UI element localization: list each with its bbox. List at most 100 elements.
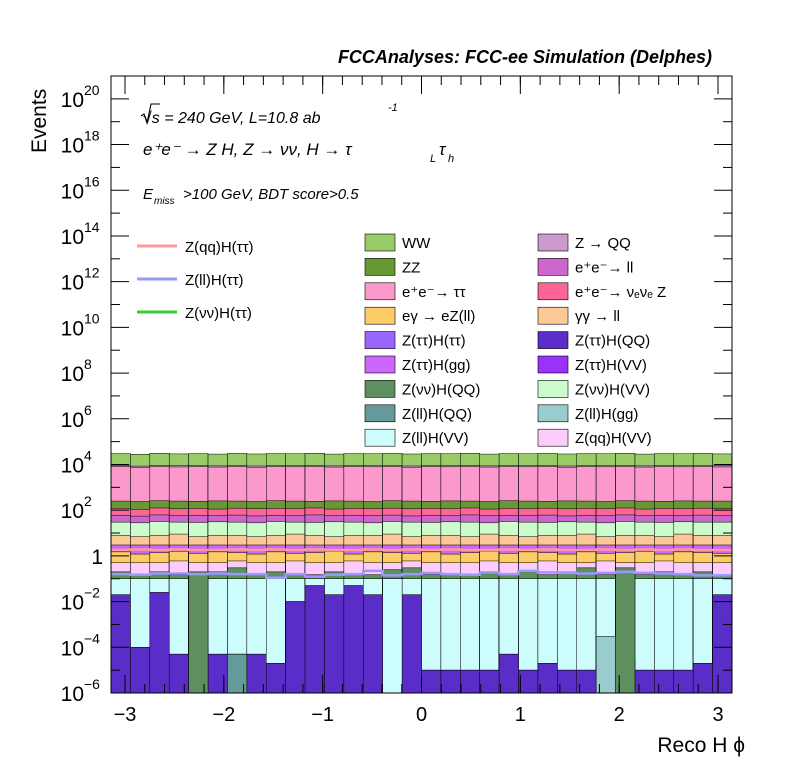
legend-swatch-8	[364, 331, 396, 349]
legend-label-11: Z(ττ)H(VV)	[575, 357, 647, 374]
legend-label-16: Z(ll)H(VV)	[402, 430, 469, 447]
bar-base-12	[343, 585, 364, 693]
legend: Z(qq)H(ττ) Z(ll)H(ττ) Z(νν)H(ττ) WW Z → QQ ZZ…	[137, 233, 666, 447]
legend-label-6: eγ → eZ(ll)	[402, 308, 475, 325]
sqrt-symbol	[140, 103, 160, 126]
y-tick-label-base-5: 10	[61, 454, 84, 477]
legend-swatch-4	[364, 282, 396, 301]
legend-swatch-12	[364, 380, 396, 398]
legend-swatch-16	[364, 428, 396, 447]
y-tick-label-3: 1	[91, 546, 103, 569]
legend-swatch-17	[537, 428, 569, 447]
legend-swatch-1	[537, 233, 569, 252]
bar-base-18	[460, 669, 480, 693]
y-tick-label-exp-11: 16	[84, 173, 100, 189]
legend-label-15: Z(ll)H(gg)	[575, 406, 638, 423]
bar-base-2	[149, 592, 170, 693]
bar-base-31	[712, 594, 732, 693]
legend-swatch-10	[364, 355, 396, 374]
y-tick-label-base-6: 10	[61, 409, 84, 432]
legend-swatch-9	[537, 331, 569, 349]
y-tick-label-exp-6: 6	[84, 402, 92, 418]
annotation-process-text: e⁺e⁻ → Z H, Z → νν, H → τ	[143, 140, 353, 159]
bar-overlay-4	[615, 567, 636, 693]
bar-overlay-1	[227, 653, 248, 693]
y-tick-label-exp-12: 18	[84, 128, 100, 144]
legend-label-8: Z(ττ)H(ττ)	[402, 333, 466, 350]
y-tick-label-base-13: 10	[61, 89, 84, 112]
bar-base-9	[285, 601, 306, 693]
legend-swatch-7	[537, 306, 569, 325]
y-tick-label-base-0: 10	[61, 683, 84, 706]
legend-label-17: Z(qq)H(VV)	[575, 430, 652, 447]
annotation-process: e⁺e⁻ → Z H, Z → νν, H → τ L τ h	[143, 140, 454, 165]
legend-signal-label-2: Z(νν)H(ττ)	[185, 305, 252, 322]
bar-base-1	[130, 647, 151, 693]
annotation-sub-L: L	[430, 153, 436, 165]
legend-label-13: Z(νν)H(VV)	[575, 381, 650, 398]
legend-swatch-2	[364, 258, 396, 276]
legend-swatch-5	[537, 282, 569, 301]
x-tick-label-3: 0	[416, 704, 427, 726]
y-tick-label-exp-2: −2	[84, 585, 100, 601]
signal-lines	[111, 548, 732, 580]
legend-label-2: ZZ	[402, 259, 420, 276]
y-tick-label-base-12: 10	[61, 135, 84, 158]
x-axis-title: Reco H ϕ	[657, 734, 745, 757]
legend-swatch-3	[537, 258, 569, 276]
header-title: FCCAnalyses: FCC-ee Simulation (Delphes)	[338, 47, 712, 67]
y-tick-label-exp-13: 20	[84, 82, 100, 98]
legend-label-1: Z → QQ	[575, 235, 631, 252]
bar-base-15	[401, 594, 422, 693]
legend-signal-label-1: Z(ll)H(ττ)	[185, 272, 244, 289]
x-tick-label-5: 2	[614, 704, 625, 726]
bar-base-0	[111, 594, 131, 693]
bar-base-30	[692, 663, 713, 693]
x-tick-label-4: 1	[515, 704, 526, 726]
legend-label-10: Z(ττ)H(gg)	[402, 357, 471, 374]
x-tick-label-1: −2	[212, 704, 235, 726]
legend-label-5: e⁺e⁻→ νₑνₑ Z	[575, 284, 666, 301]
legend-swatch-6	[364, 306, 396, 325]
bar-base-10	[304, 585, 325, 693]
annotation-cuts-text: >100 GeV, BDT score>0.5	[183, 186, 359, 203]
y-tick-label-base-1: 10	[61, 637, 84, 660]
annotation-cuts-sub: miss	[154, 196, 175, 207]
y-tick-label-base-7: 10	[61, 363, 84, 386]
y-tick-label-base-11: 10	[61, 180, 84, 203]
bar-base-17	[440, 669, 461, 693]
bar-base-27	[634, 669, 655, 693]
signal-line-0	[111, 548, 732, 552]
bar-base-11	[324, 594, 345, 693]
annotation-tau2: τ	[439, 140, 447, 159]
bar-overlay-2	[382, 578, 403, 693]
legend-label-12: Z(νν)H(QQ)	[402, 381, 480, 398]
x-tick-label-0: −3	[114, 704, 137, 726]
x-tick-label-2: −1	[311, 704, 334, 726]
legend-label-7: γγ → ll	[575, 308, 620, 325]
annotation-energy-text: √s = 240 GeV, L=10.8 ab	[143, 110, 321, 127]
legend-swatch-13	[537, 380, 569, 398]
y-tick-label-exp-9: 12	[84, 265, 100, 281]
y-tick-label-exp-0: −6	[84, 676, 100, 692]
annotation-sub-h: h	[448, 153, 454, 165]
bar-base-21	[518, 669, 539, 693]
y-tick-label-base-10: 10	[61, 226, 84, 249]
legend-swatch-11	[537, 355, 569, 374]
y-tick-label-exp-4: 2	[84, 493, 92, 509]
y-tick-label-exp-5: 4	[84, 447, 92, 463]
y-tick-label-exp-10: 14	[84, 219, 100, 235]
bar-base-20	[498, 653, 519, 693]
bar-overlay-0	[188, 571, 209, 693]
legend-swatch-14	[364, 404, 396, 423]
legend-label-9: Z(ττ)H(QQ)	[575, 333, 650, 350]
legend-swatch-0	[364, 233, 396, 252]
legend-swatch-15	[537, 404, 569, 423]
y-tick-label-exp-7: 8	[84, 356, 92, 372]
y-tick-label-base-8: 10	[61, 317, 84, 340]
y-axis-title: Events	[28, 89, 51, 153]
bar-base-13	[363, 594, 383, 693]
legend-label-0: WW	[402, 235, 431, 252]
